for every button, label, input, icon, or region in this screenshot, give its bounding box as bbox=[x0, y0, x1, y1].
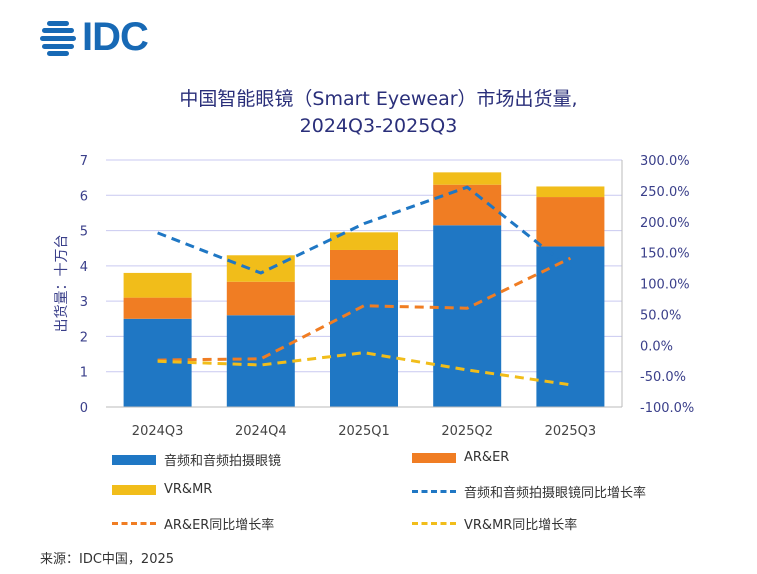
y2-tick-label: 100.0% bbox=[640, 278, 690, 293]
bar-segment bbox=[226, 281, 295, 316]
y-tick-label: 1 bbox=[80, 366, 88, 381]
legend-item: VR&MR bbox=[112, 482, 212, 497]
y-tick-label: 6 bbox=[80, 189, 88, 204]
x-tick-label: 2024Q3 bbox=[132, 424, 184, 439]
y-tick-label: 4 bbox=[80, 260, 88, 275]
x-tick-label: 2025Q3 bbox=[545, 424, 597, 439]
chart-title-line1: 中国智能眼镜（Smart Eyewear）市场出货量, bbox=[179, 88, 578, 110]
bar-segment bbox=[330, 279, 398, 407]
y2-tick-label: 0.0% bbox=[640, 339, 673, 354]
y-tick-label: 0 bbox=[80, 401, 88, 416]
bar-segment bbox=[123, 272, 192, 298]
growth-lines bbox=[157, 185, 572, 387]
y-axis-title: 出货量：十万台 bbox=[53, 235, 70, 333]
y2-tick-label: 150.0% bbox=[640, 247, 690, 262]
growth-line bbox=[157, 185, 572, 275]
y2-tick-label: -100.0% bbox=[640, 401, 694, 416]
growth-line bbox=[157, 351, 571, 387]
legend-item: AR&ER同比增长率 bbox=[112, 514, 274, 533]
y-tick-label: 3 bbox=[80, 295, 88, 310]
source-note: 来源：IDC中国，2025 bbox=[40, 552, 175, 567]
legend-item: 音频和音频拍摄眼镜同比增长率 bbox=[412, 482, 646, 501]
growth-line bbox=[157, 256, 572, 362]
legend-label: 音频和音频拍摄眼镜 bbox=[164, 454, 282, 469]
y-tick-label: 7 bbox=[80, 154, 88, 169]
legend-item: AR&ER bbox=[412, 450, 509, 465]
bar-segment bbox=[330, 249, 398, 280]
legend-label: VR&MR bbox=[164, 482, 213, 497]
bar-segment bbox=[123, 297, 192, 319]
legend-swatch bbox=[112, 484, 156, 495]
x-tick-label: 2024Q4 bbox=[235, 424, 287, 439]
axes: 0 1 2 3 4 5 6 7 -100.0% -50.0% 0.0% 50.0% 100.0% 150.… bbox=[53, 154, 694, 439]
legend-item: VR&MR同比增长率 bbox=[412, 514, 577, 533]
legend-dash bbox=[412, 490, 456, 493]
idc-logo-text: IDC bbox=[82, 15, 149, 59]
y2-tick-label: -50.0% bbox=[640, 370, 686, 385]
bar-segment bbox=[433, 225, 502, 407]
bar-segment bbox=[433, 172, 502, 185]
bar-segment bbox=[536, 186, 605, 198]
legend-item: 音频和音频拍摄眼镜 bbox=[112, 450, 281, 469]
bar-segment bbox=[226, 255, 295, 282]
x-tick-label: 2025Q2 bbox=[441, 424, 493, 439]
legend-dash bbox=[412, 522, 456, 525]
legend-label: AR&ER bbox=[464, 450, 510, 465]
stacked-bars bbox=[123, 172, 605, 407]
y2-tick-label: 250.0% bbox=[640, 185, 690, 200]
y2-tick-label: 50.0% bbox=[640, 308, 681, 323]
y-tick-label: 5 bbox=[80, 225, 88, 240]
bar-segment bbox=[536, 197, 605, 247]
legend-swatch bbox=[412, 452, 456, 463]
y2-tick-label: 300.0% bbox=[640, 154, 690, 169]
idc-logo-mark bbox=[40, 21, 76, 56]
bar-segment bbox=[330, 232, 398, 250]
legend-label: VR&MR同比增长率 bbox=[464, 518, 578, 533]
chart-title-line2: 2024Q3-2025Q3 bbox=[299, 115, 458, 137]
y-tick-label: 2 bbox=[80, 330, 88, 345]
legend-label: 音频和音频拍摄眼镜同比增长率 bbox=[464, 486, 647, 501]
legend-swatch bbox=[112, 454, 156, 465]
x-tick-label: 2025Q1 bbox=[338, 424, 390, 439]
y2-tick-label: 200.0% bbox=[640, 216, 690, 231]
legend-dash bbox=[112, 522, 156, 525]
legend-label: AR&ER同比增长率 bbox=[164, 518, 275, 533]
